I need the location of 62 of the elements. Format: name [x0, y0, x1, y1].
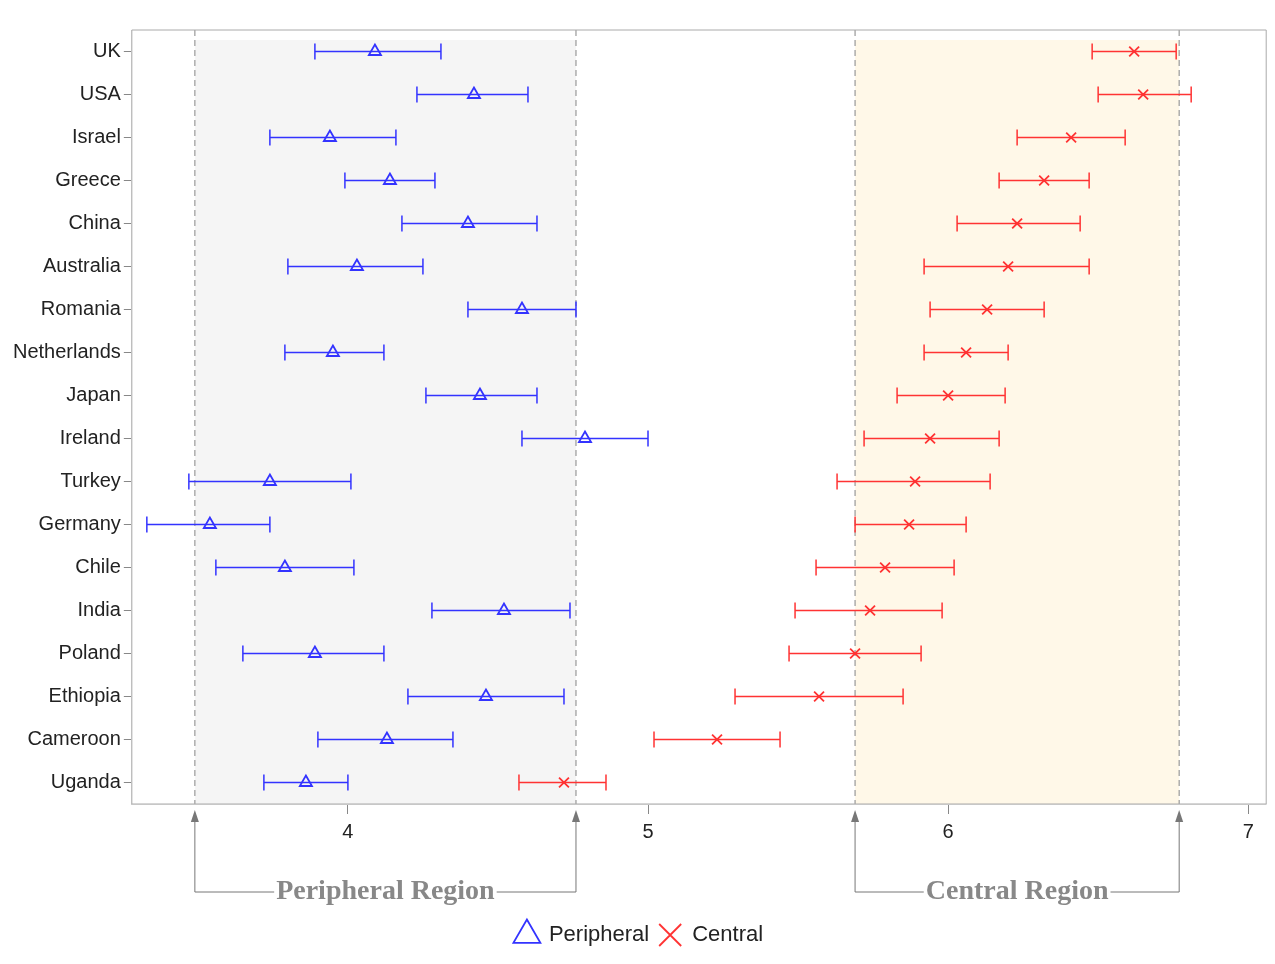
y-tick-label: Ethiopia	[48, 684, 122, 707]
point	[879, 561, 891, 574]
y-tick-label: Ireland	[59, 426, 121, 449]
point	[1038, 174, 1050, 187]
x-tick-label: 6	[942, 819, 954, 842]
point	[325, 344, 340, 357]
point	[262, 473, 277, 486]
point	[460, 215, 475, 228]
point	[558, 776, 570, 789]
point	[924, 432, 936, 445]
y-tick-label: Cameroon	[27, 727, 121, 750]
point	[307, 645, 322, 658]
y-tick-label: Israel	[71, 125, 121, 148]
point	[1011, 217, 1023, 230]
y-tick-label: Romania	[40, 297, 122, 320]
point	[298, 774, 313, 787]
point	[578, 430, 592, 443]
y-tick-label: UK	[93, 39, 122, 62]
point	[942, 389, 954, 402]
y-tick-label: China	[68, 211, 122, 234]
legend-label: Peripheral	[548, 921, 650, 947]
point	[1065, 131, 1077, 144]
x-tick-label: 4	[342, 819, 354, 842]
point	[478, 688, 493, 701]
point	[382, 172, 397, 185]
point	[202, 516, 217, 529]
y-tick-label: Japan	[66, 383, 121, 406]
point	[497, 602, 511, 615]
point	[1128, 45, 1141, 58]
y-tick-label: Australia	[43, 254, 122, 277]
point	[981, 303, 993, 316]
point	[960, 346, 972, 359]
point	[903, 518, 915, 531]
y-tick-label: USA	[79, 82, 122, 105]
y-tick-label: Greece	[55, 168, 121, 191]
point	[349, 258, 364, 271]
point	[472, 387, 487, 400]
point	[813, 690, 825, 703]
y-tick-label: Germany	[38, 512, 121, 535]
band-label: Peripheral Region	[276, 874, 496, 906]
point	[1002, 260, 1014, 273]
y-tick-label: Poland	[58, 641, 121, 664]
point	[909, 475, 921, 488]
x-tick-label: 7	[1242, 819, 1254, 842]
point	[379, 731, 394, 744]
point	[864, 604, 876, 617]
x-tick-label: 5	[642, 819, 654, 842]
point	[367, 43, 382, 56]
point	[711, 733, 723, 746]
point	[849, 647, 861, 660]
point	[277, 559, 292, 572]
point	[466, 86, 481, 99]
y-tick-label: Uganda	[50, 770, 122, 793]
point	[322, 129, 337, 142]
legend-label: Central	[692, 921, 764, 947]
point	[1137, 88, 1150, 101]
point	[515, 301, 529, 314]
y-tick-label: Turkey	[60, 469, 121, 492]
y-tick-label: India	[77, 598, 122, 621]
band-label: Central Region	[925, 874, 1109, 906]
y-tick-label: Chile	[75, 555, 121, 578]
y-tick-label: Netherlands	[13, 340, 121, 363]
